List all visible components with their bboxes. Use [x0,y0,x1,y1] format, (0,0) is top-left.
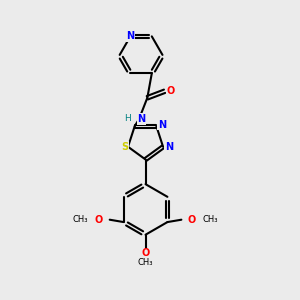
Text: H: H [124,113,131,122]
Text: O: O [95,215,103,225]
Text: N: N [126,32,134,41]
Text: CH₃: CH₃ [138,258,153,267]
Text: N: N [158,120,166,130]
Text: N: N [137,114,146,124]
Text: S: S [121,142,128,152]
Text: O: O [188,215,196,225]
Text: CH₃: CH₃ [73,215,88,224]
Text: O: O [141,248,150,258]
Text: N: N [165,142,173,152]
Text: O: O [167,86,175,96]
Text: CH₃: CH₃ [202,215,218,224]
